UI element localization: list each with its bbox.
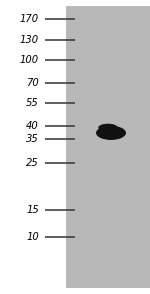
Bar [66, 6, 150, 288]
Text: 70: 70 [26, 78, 39, 88]
Text: 170: 170 [20, 14, 39, 24]
Text: 130: 130 [20, 35, 39, 45]
Text: 55: 55 [26, 98, 39, 108]
Ellipse shape [96, 126, 126, 140]
Text: 10: 10 [26, 232, 39, 242]
Text: 40: 40 [26, 121, 39, 131]
Ellipse shape [98, 124, 118, 131]
Text: 100: 100 [20, 55, 39, 65]
Text: 35: 35 [26, 134, 39, 144]
Text: 25: 25 [26, 158, 39, 168]
Text: 15: 15 [26, 205, 39, 215]
